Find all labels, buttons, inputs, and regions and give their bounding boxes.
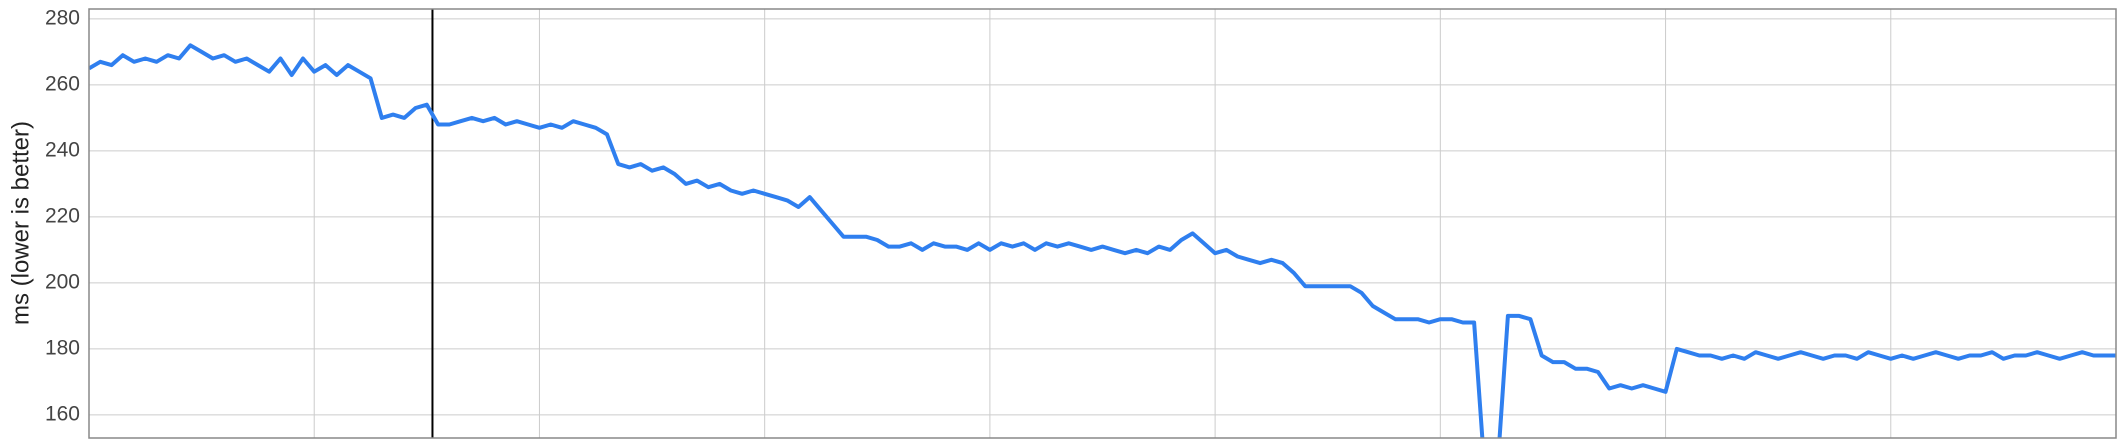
y-tick-label: 280: [45, 6, 80, 29]
y-tick-label: 160: [45, 402, 80, 425]
y-tick-label: 200: [45, 270, 80, 293]
y-tick-label: 240: [45, 138, 80, 161]
y-axis-label: ms (lower is better): [7, 121, 34, 325]
y-tick-label: 220: [45, 204, 80, 227]
y-tick-label: 180: [45, 336, 80, 359]
data-line: [89, 43, 2116, 438]
plot-frame: [88, 8, 2117, 439]
y-tick-label: 260: [45, 72, 80, 95]
